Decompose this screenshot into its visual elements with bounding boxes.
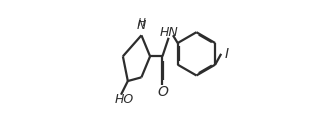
Text: HN: HN	[159, 26, 178, 39]
Text: HO: HO	[114, 93, 133, 106]
Text: O: O	[157, 85, 168, 99]
Text: N: N	[137, 19, 146, 32]
Text: I: I	[224, 47, 228, 61]
Text: H: H	[137, 18, 145, 28]
